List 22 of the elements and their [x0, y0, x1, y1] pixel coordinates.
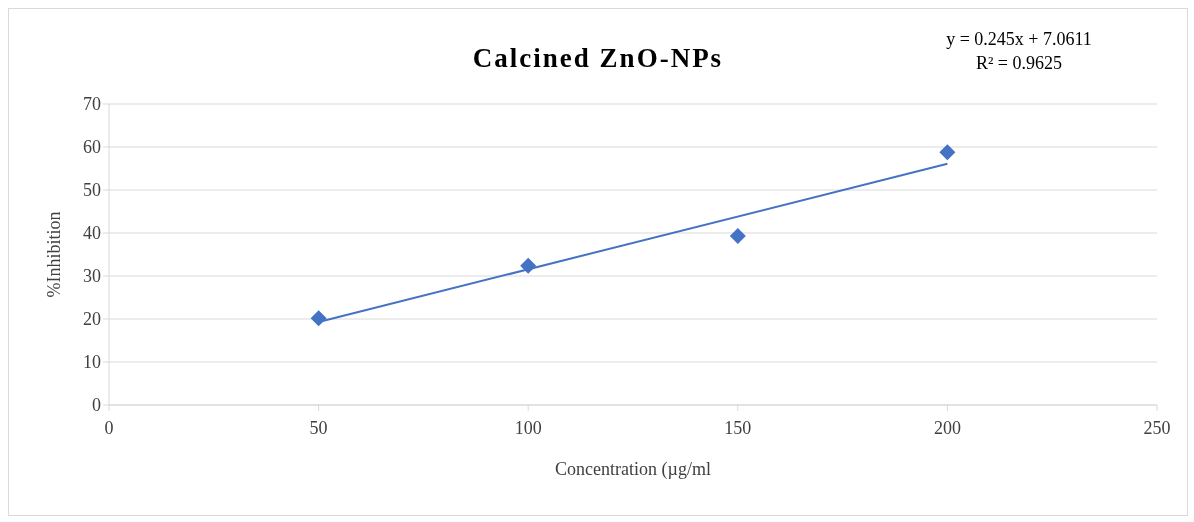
point [310, 310, 327, 327]
x-tick-label: 200 [933, 417, 961, 438]
x-axis-title: Concentration (µg/ml [555, 459, 711, 480]
y-tick-label: 0 [92, 395, 101, 416]
chart-title: Calcined ZnO-NPs [472, 43, 724, 73]
text: y = 0.245x + 7.0611 [946, 29, 1092, 49]
x-tick-label: 50 [309, 417, 328, 438]
x-tick-label: 250 [1143, 417, 1171, 438]
point [939, 144, 956, 161]
x-tick-label: 0 [104, 417, 114, 438]
y-tick-label: 10 [83, 352, 101, 373]
x-tick-label: 100 [514, 417, 542, 438]
y-tick-label: 60 [83, 137, 101, 158]
text: R² = 0.9625 [975, 53, 1063, 73]
y-tick-label: 40 [83, 223, 101, 244]
y-tick-label: 50 [83, 180, 101, 201]
point [729, 228, 746, 245]
y-tick-label: 20 [83, 309, 101, 330]
y-axis-title: %Inhibition [44, 211, 65, 298]
y-tick-label: 30 [83, 266, 101, 287]
x-tick-label: 150 [724, 417, 752, 438]
y-tick-label: 70 [83, 94, 101, 115]
